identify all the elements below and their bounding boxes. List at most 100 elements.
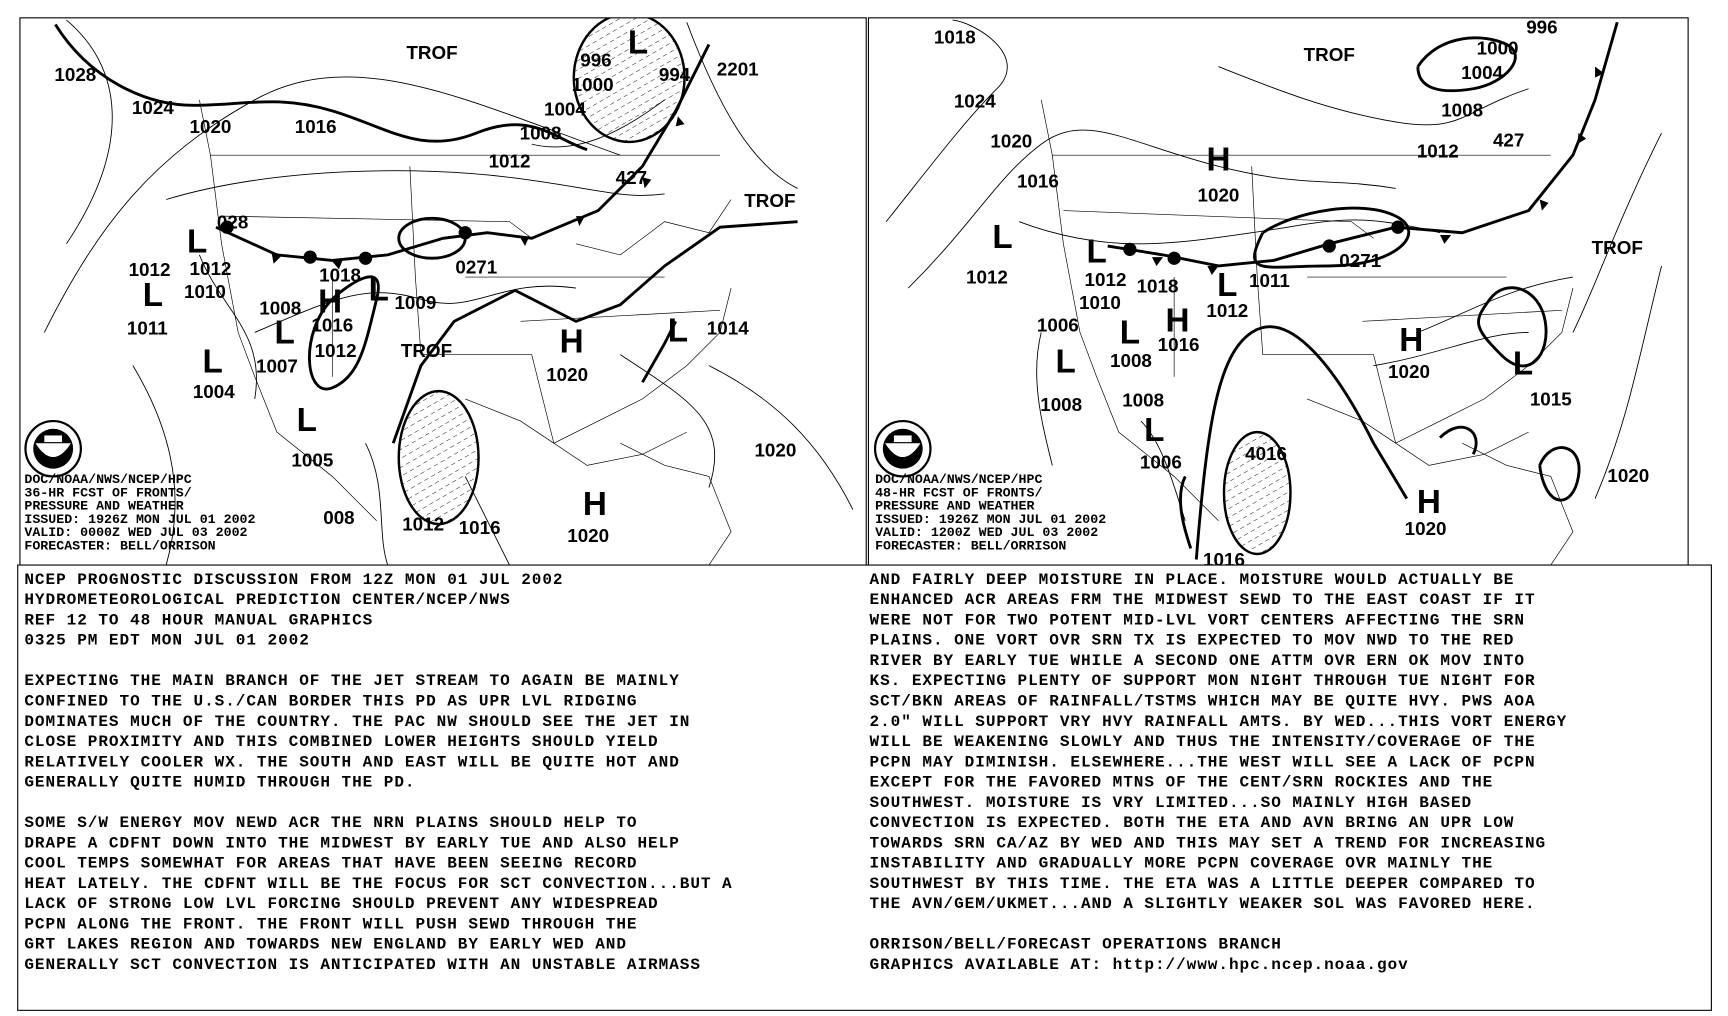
discussion-line: HEAT LATELY. THE CDFNT WILL BE THE FOCUS… (24, 875, 732, 893)
discussion-line: CLOSE PROXIMITY AND THIS COMBINED LOWER … (24, 733, 658, 751)
discussion-line: SCT/BKN AREAS OF RAINFALL/TSTMS WHICH MA… (870, 693, 1536, 711)
discussion-line: PLAINS. ONE VORT OVR SRN TX IS EXPECTED … (870, 632, 1515, 650)
low-pressure-center: L (628, 24, 648, 61)
isobar-label: 1020 (567, 525, 609, 546)
rain-areas (1222, 430, 1292, 556)
discussion-line: DOMINATES MUCH OF THE COUNTRY. THE PAC N… (24, 713, 690, 731)
discussion-line: COOL TEMPS SOMEWHAT FOR AREAS THAT HAVE … (24, 855, 637, 873)
isobar-label: 1012 (1417, 140, 1459, 161)
discussion-line: SOME S/W ENERGY MOV NEWD ACR THE NRN PLA… (24, 814, 637, 832)
title-block-line: 36-HR FCST OF FRONTS/ (24, 485, 191, 500)
isobar-label: 1020 (546, 364, 588, 385)
discussion-line: 0325 PM EDT MON JUL 01 2002 (24, 632, 309, 650)
isobar-label: 1015 (1530, 389, 1572, 410)
isobar-label: 1010 (184, 281, 226, 302)
discussion-line: EXPECTING THE MAIN BRANCH OF THE JET STR… (24, 672, 679, 690)
isobar-label: 2201 (717, 58, 759, 79)
isobar-label: 1020 (1388, 361, 1430, 382)
isobar-label: 008 (323, 507, 354, 528)
discussion-line: NCEP PROGNOSTIC DISCUSSION FROM 12Z MON … (24, 571, 563, 589)
isobar-label: 1016 (459, 517, 501, 538)
trough-label: TROF (406, 42, 457, 63)
low-pressure-center: L (275, 315, 295, 352)
isobar-label: 1008 (1110, 350, 1152, 371)
discussion-line: CONFINED TO THE U.S./CAN BORDER THIS PD … (24, 693, 637, 711)
discussion-line: GENERALLY QUITE HUMID THROUGH THE PD. (24, 774, 415, 792)
prognostic-discussion: NCEP PROGNOSTIC DISCUSSION FROM 12Z MON … (17, 564, 1712, 1011)
isobar-label: 0271 (1339, 250, 1381, 271)
title-block-line: 48-HR FCST OF FRONTS/ (875, 485, 1042, 500)
isobar-label: 1016 (1158, 334, 1200, 355)
isobar-label: 1012 (966, 267, 1008, 288)
discussion-line: SOUTHWEST BY THIS TIME. THE ETA WAS A LI… (870, 875, 1536, 893)
trough-label: TROF (1304, 44, 1355, 65)
noaa-logo (24, 419, 82, 478)
isobar-label: 1016 (311, 314, 353, 335)
fronts (54, 23, 798, 444)
isobars (885, 19, 1662, 521)
pressure-labels: 1018 1024 1020 1016 TROF 996 1000 1004 1008 1012 4… (934, 16, 1649, 565)
isobar-label: 996 (1526, 16, 1557, 37)
discussion-line: WILL BE WEAKENING SLOWLY AND THUS THE IN… (870, 733, 1536, 751)
low-pressure-center: L (992, 219, 1012, 256)
isobar-label: 1008 (259, 298, 301, 319)
title-block-line: ISSUED: 1926Z MON JUL 01 2002 (875, 512, 1106, 527)
discussion-line: CONVECTION IS EXPECTED. BOTH THE ETA AND… (870, 814, 1515, 832)
isobar-label: 1012 (1085, 269, 1127, 290)
discussion-line: PCPN MAY DIMINISH. ELSEWHERE...THE WEST … (870, 753, 1536, 771)
title-block-line: PRESSURE AND WEATHER (24, 499, 183, 514)
isobar-label: 1024 (132, 97, 174, 118)
trough-label: TROF (1592, 237, 1643, 258)
isobar-label: 1008 (1122, 390, 1164, 411)
isobar-label: 1012 (489, 150, 531, 171)
isobar-label: 1008 (520, 123, 562, 144)
isobar-label: 1006 (1037, 314, 1079, 335)
isobar-label: 1004 (1461, 62, 1503, 83)
discussion-line: AND FAIRLY DEEP MOISTURE IN PLACE. MOIST… (870, 571, 1515, 589)
discussion-line: GENERALLY SCT CONVECTION IS ANTICIPATED … (24, 956, 701, 974)
isobar-label: 1012 (402, 514, 444, 535)
discussion-line: INSTABILITY AND GRADUALLY MORE PCPN COVE… (870, 855, 1494, 873)
discussion-line: HYDROMETEOROLOGICAL PREDICTION CENTER/NC… (24, 591, 510, 609)
isobar-label: 1020 (990, 130, 1032, 151)
isobar-label: 1012 (129, 259, 171, 280)
title-block-line: ISSUED: 1926Z MON JUL 01 2002 (24, 512, 255, 527)
isobar-label: 1020 (754, 439, 796, 460)
high-pressure-center: H (1206, 142, 1230, 179)
discussion-column-left: NCEP PROGNOSTIC DISCUSSION FROM 12Z MON … (24, 571, 732, 974)
title-block-line: FORECASTER: BELL/ORRISON (24, 539, 215, 554)
isobar-label: 028 (217, 211, 248, 232)
discussion-line: GRT LAKES REGION AND TOWARDS NEW ENGLAND… (24, 936, 627, 954)
isobar-label: 1020 (190, 116, 232, 137)
discussion-line: ENHANCED ACR AREAS FRM THE MIDWEST SEWD … (870, 591, 1536, 609)
low-pressure-center: L (369, 271, 389, 308)
borders (1040, 99, 1574, 566)
discussion-line: RIVER BY EARLY TUE WHILE A SECOND ONE AT… (870, 652, 1525, 670)
discussion-line: LACK OF STRONG LOW LVL FORCING SHOULD PR… (24, 895, 658, 913)
isobar-label: 994 (659, 64, 691, 85)
low-pressure-center: L (1217, 267, 1237, 304)
title-block-line: DOC/NOAA/NWS/NCEP/HPC (24, 472, 191, 487)
high-pressure-center: H (1399, 322, 1423, 359)
trough-label: TROF (401, 340, 452, 361)
title-block-line: FORECASTER: BELL/ORRISON (875, 539, 1066, 554)
title-block-line: VALID: 0000Z WED JUL 03 2002 (24, 525, 247, 540)
borders (199, 99, 732, 566)
low-pressure-center: L (1120, 315, 1140, 352)
isobar-label: 1000 (1477, 37, 1519, 58)
isobar-label: 0271 (455, 257, 497, 278)
low-pressure-center: L (1086, 234, 1106, 271)
isobar-label: 1004 (544, 98, 586, 119)
forecast-map-36hr: 1028 1024 1020 1016 TROF 996 1000 994 2201 1004 10… (19, 17, 867, 566)
low-pressure-center: L (297, 402, 317, 439)
isobar-label: 427 (1493, 129, 1524, 150)
isobar-label: 1018 (1137, 276, 1179, 297)
forecast-map-48hr: 1018 1024 1020 1016 TROF 996 1000 1004 1008 1012 4… (867, 16, 1689, 566)
isobar-label: 427 (616, 167, 647, 188)
discussion-line: EXCEPT FOR THE FAVORED MTNS OF THE CENT/… (870, 774, 1494, 792)
high-pressure-center: H (560, 323, 584, 360)
discussion-line: REF 12 TO 48 HOUR MANUAL GRAPHICS (24, 611, 373, 629)
low-pressure-center: L (187, 224, 207, 261)
